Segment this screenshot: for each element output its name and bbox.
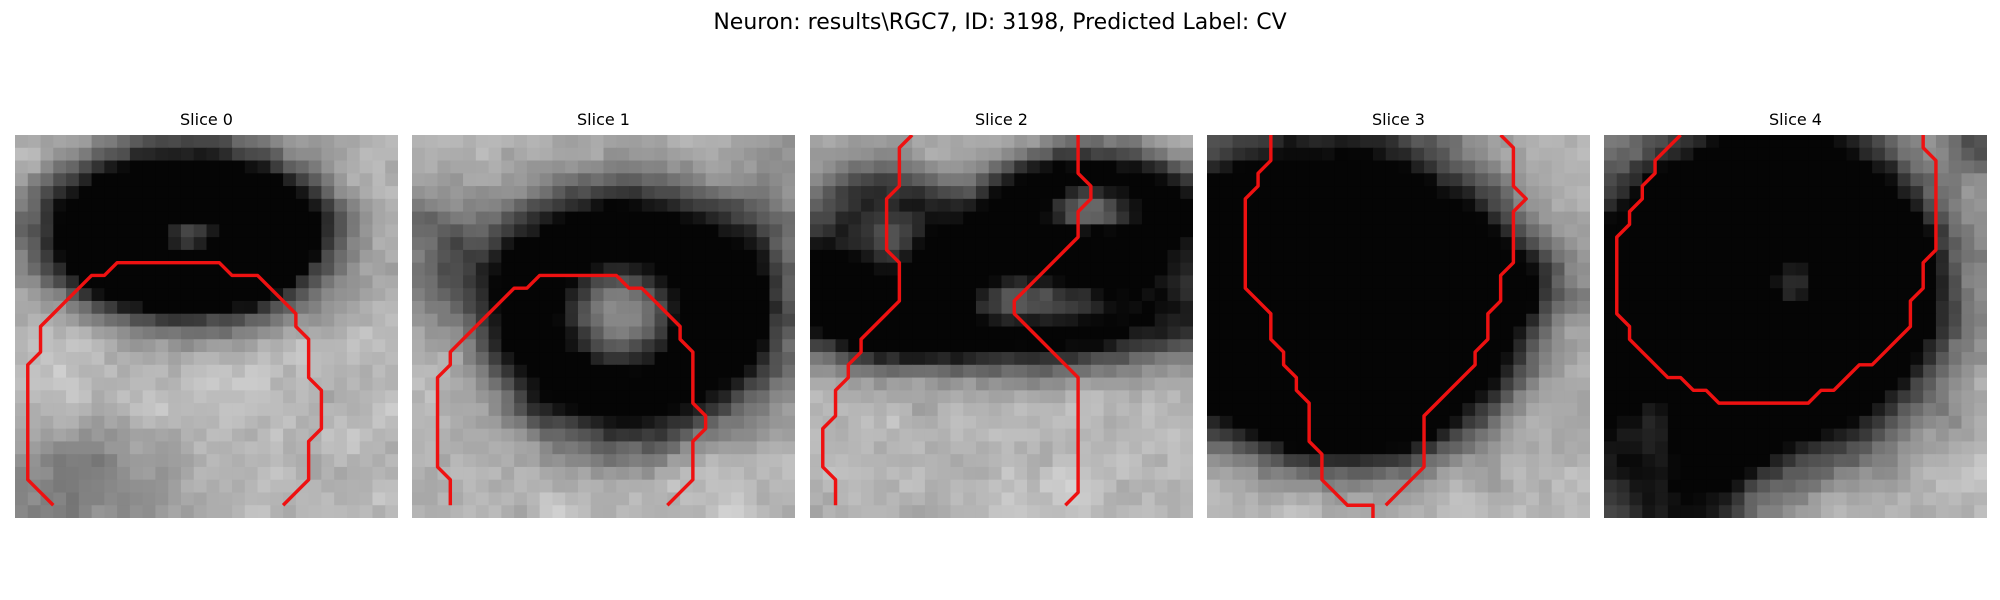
contour-line (821, 135, 914, 506)
slice-image (810, 135, 1193, 518)
contour-line (1243, 135, 1375, 518)
slice-panel-3: Slice 3 (1207, 109, 1590, 519)
contour-line (26, 260, 324, 507)
slice-image (1207, 135, 1590, 518)
slice-title: Slice 4 (1769, 110, 1822, 129)
slice-panel-1: Slice 1 (412, 109, 795, 519)
pixel-grid (15, 135, 398, 518)
slice-panel-4: Slice 4 (1604, 109, 1987, 519)
slice-image (1604, 135, 1987, 518)
figure-title: Neuron: results\RGC7, ID: 3198, Predicte… (713, 10, 1287, 35)
pixel-grid (412, 135, 795, 518)
contour-line (1012, 135, 1093, 507)
slice-title: Slice 2 (975, 110, 1028, 129)
slice-image (412, 135, 795, 518)
pixel-grid (1207, 135, 1590, 518)
slice-panel-2: Slice 2 (810, 109, 1193, 519)
slice-title: Slice 1 (577, 110, 630, 129)
contour-line (435, 273, 708, 507)
slice-panel-0: Slice 0 (15, 109, 398, 519)
slice-image (15, 135, 398, 518)
pixel-grid (1604, 135, 1987, 518)
pixel-grid (810, 135, 1193, 518)
contour-line (1384, 135, 1528, 507)
contour-line (1615, 135, 1938, 405)
slice-title: Slice 3 (1372, 110, 1425, 129)
slice-title: Slice 0 (180, 110, 233, 129)
